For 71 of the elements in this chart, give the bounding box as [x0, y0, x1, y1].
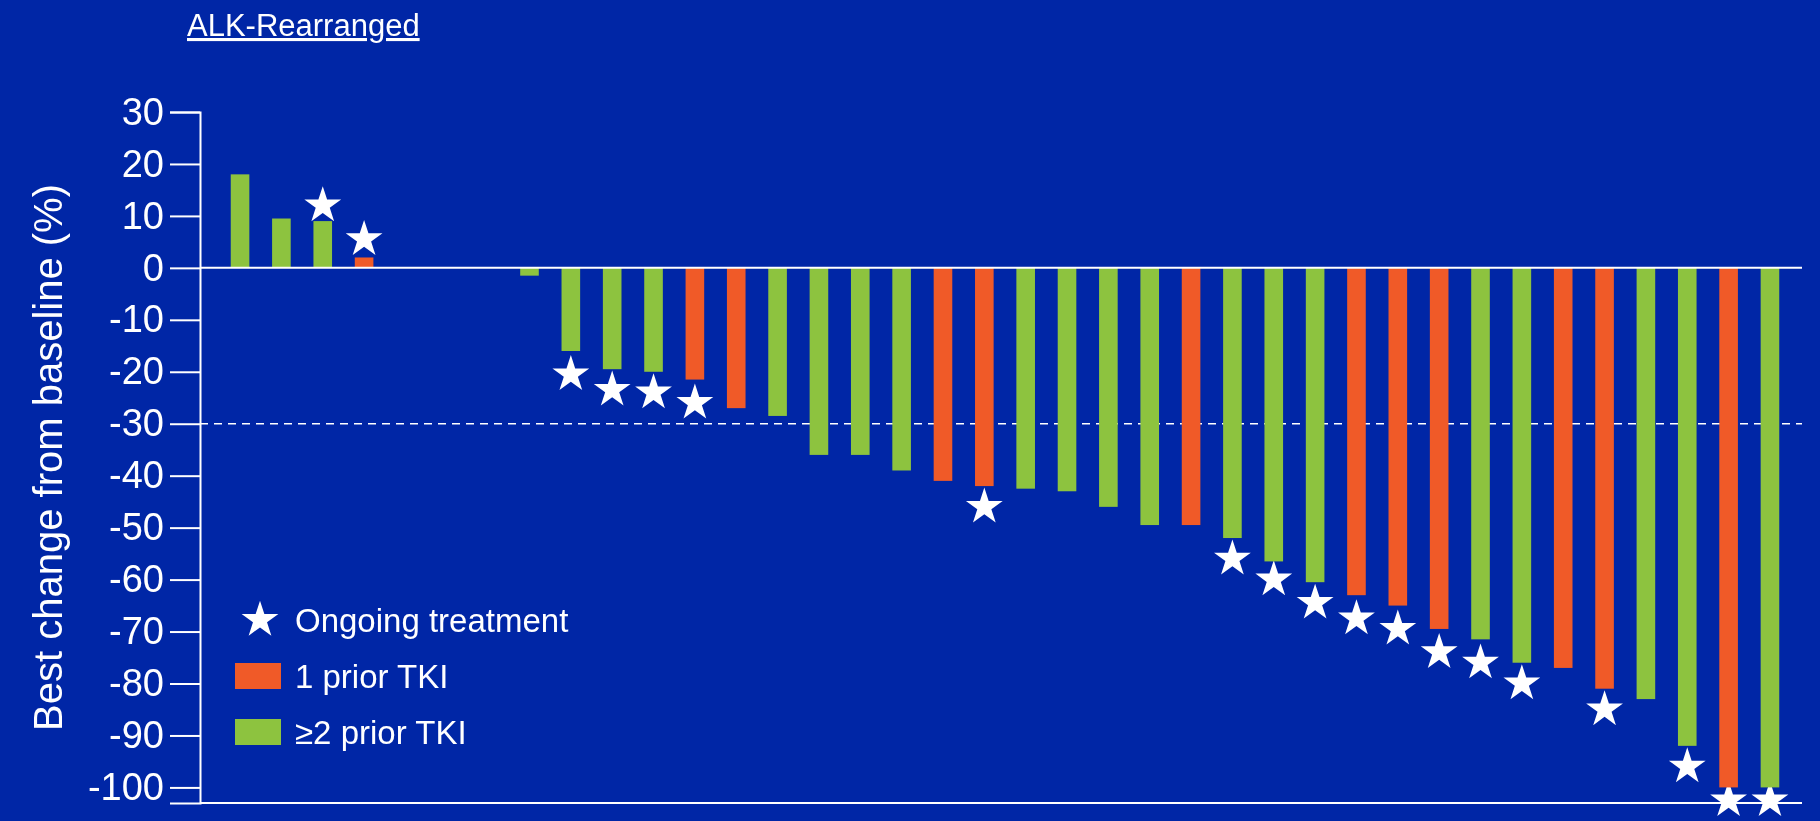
bar [272, 218, 291, 268]
point [1668, 747, 1706, 783]
bar [520, 267, 539, 276]
point [1503, 664, 1541, 700]
y-axis-title: Best change from baseline (%) [26, 184, 70, 731]
bar [1016, 267, 1035, 489]
bar [561, 267, 581, 351]
bar [1140, 267, 1160, 526]
bar [1099, 267, 1118, 507]
point [304, 186, 342, 222]
bar [230, 174, 250, 268]
point [552, 355, 590, 391]
y-tick-label: 10 [121, 194, 164, 237]
y-tick-label: -10 [109, 298, 164, 341]
y-tick-label: -30 [109, 402, 164, 445]
y-tick-label: -80 [109, 662, 164, 705]
bar [1388, 267, 1408, 606]
bar [685, 267, 705, 380]
y-tick-label: -100 [87, 766, 164, 809]
point [345, 219, 383, 255]
point [1338, 599, 1375, 635]
bar [313, 221, 333, 268]
bar [809, 267, 829, 455]
bar [1305, 267, 1325, 583]
point [1296, 583, 1334, 619]
bar [1429, 267, 1449, 629]
bar [1181, 267, 1201, 526]
y-tick-label: -20 [109, 350, 164, 393]
y-tick-label: -90 [109, 714, 164, 757]
bar [1347, 267, 1366, 596]
point [1586, 690, 1623, 726]
y-tick-label: -40 [109, 454, 164, 497]
y-tick-label: 30 [121, 90, 164, 133]
point [676, 383, 714, 419]
chart-title: ALK-Rearranged [187, 8, 420, 43]
bar [975, 267, 994, 487]
point [635, 373, 672, 409]
bar [1264, 267, 1284, 562]
bar [1677, 267, 1697, 746]
bar [1057, 267, 1077, 492]
y-tick-label: 20 [121, 142, 164, 185]
legend-label: 1 prior TKI [295, 658, 449, 695]
bar [1760, 267, 1780, 788]
bar [892, 267, 911, 471]
bar [933, 267, 953, 481]
bar [602, 267, 622, 370]
point [593, 370, 631, 406]
y-tick-label: -60 [109, 558, 164, 601]
point [965, 487, 1003, 523]
y-tick-label: -50 [109, 506, 164, 549]
legend-label: ≥2 prior TKI [295, 714, 467, 751]
bar [726, 267, 746, 409]
bar [850, 267, 870, 455]
bar [1223, 267, 1242, 539]
bar [354, 257, 374, 268]
y-tick-label: -70 [109, 610, 164, 653]
legend-label: Ongoing treatment [295, 602, 569, 639]
bar [1595, 267, 1614, 689]
bar [1636, 267, 1656, 700]
bar [644, 267, 663, 372]
y-tick-label: 0 [142, 246, 164, 289]
point [1420, 632, 1458, 668]
bar [1471, 267, 1490, 640]
bar [768, 267, 787, 416]
point [1214, 539, 1251, 575]
bar [1553, 267, 1573, 668]
point [1462, 643, 1499, 679]
point [1255, 560, 1293, 596]
point [1379, 609, 1417, 645]
bar [1719, 267, 1738, 788]
bar [1512, 267, 1532, 663]
